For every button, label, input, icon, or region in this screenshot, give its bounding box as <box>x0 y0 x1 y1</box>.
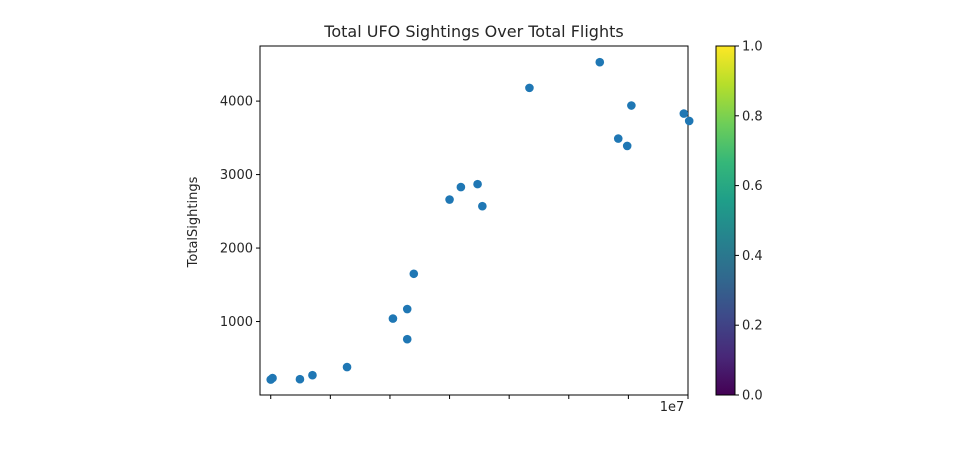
colorbar-tick-label: 0.2 <box>742 319 763 334</box>
scatter-point <box>473 179 482 189</box>
scatter-point <box>268 373 277 383</box>
y-tick-label: 4000 <box>220 95 253 110</box>
y-axis-label: TotalSightings <box>186 176 201 268</box>
scatter-point <box>627 101 636 110</box>
scatter-point <box>308 370 317 380</box>
scatter-point <box>622 141 632 151</box>
y-tick-label: 1000 <box>220 315 253 330</box>
y-ticks: 1000 2000 3000 4000 <box>220 95 260 330</box>
x-offset-label: 1e7 <box>660 400 685 415</box>
plot-area <box>259 45 689 396</box>
scatter-point <box>595 57 605 67</box>
colorbar-ticks: 0.0 0.2 0.4 0.6 0.8 1.0 <box>735 40 763 404</box>
colorbar-tick-label: 0.0 <box>742 389 763 404</box>
colorbar-tick-label: 0.8 <box>742 109 763 124</box>
scatter-point <box>445 195 454 204</box>
scatter-point <box>295 374 305 384</box>
y-tick-label: 3000 <box>220 168 253 183</box>
scatter-point <box>402 334 412 344</box>
scatter-points <box>266 57 694 384</box>
scatter-point <box>684 116 694 126</box>
colorbar-tick-label: 0.4 <box>742 249 763 264</box>
scatter-point <box>525 83 534 93</box>
scatter-point <box>613 134 623 143</box>
scatter-point <box>456 182 466 192</box>
colorbar-tick-label: 0.6 <box>742 179 763 194</box>
scatter-point <box>409 269 419 279</box>
scatter-axes: 1000 2000 3000 4000 <box>220 45 694 399</box>
scatter-point <box>478 201 487 211</box>
scatter-point <box>402 304 412 314</box>
y-tick-label: 2000 <box>220 242 253 257</box>
scatter-point <box>342 362 352 372</box>
colorbar-gradient <box>715 45 736 396</box>
x-ticks <box>270 395 689 399</box>
scatter-point <box>679 109 689 118</box>
colorbar-tick-label: 1.0 <box>742 40 763 55</box>
scatter-point <box>388 314 398 323</box>
chart-title: Total UFO Sightings Over Total Flights <box>323 22 623 41</box>
colorbar: 0.0 0.2 0.4 0.6 0.8 1.0 <box>715 40 763 404</box>
